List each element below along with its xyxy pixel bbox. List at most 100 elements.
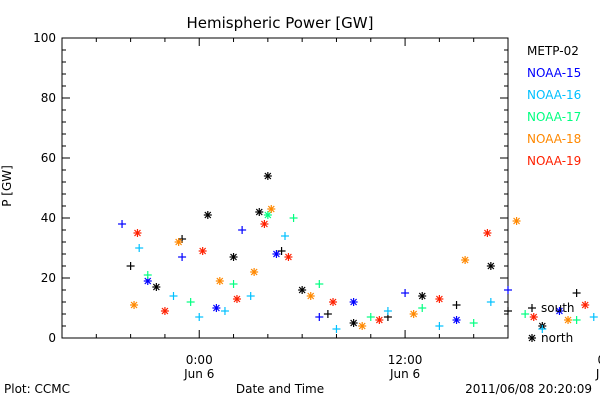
y-tick-label: 20	[41, 271, 56, 285]
data-point-north	[284, 253, 293, 261]
data-point-south	[486, 298, 495, 306]
data-point-south	[281, 232, 289, 240]
data-point-north	[298, 286, 307, 294]
legend-entry: NOAA-19	[527, 154, 581, 168]
data-point-south	[504, 286, 512, 294]
marker-legend-plus	[528, 304, 536, 312]
legend: METP-02 NOAA-15 NOAA-16 NOAA-17 NOAA-18 NOAA-…	[527, 44, 581, 168]
data-point-north	[263, 211, 272, 219]
data-point-south	[186, 298, 195, 306]
data-point-north	[232, 295, 241, 303]
data-point-north	[255, 208, 264, 216]
legend-entry: NOAA-16	[527, 88, 581, 102]
data-point-north	[306, 292, 315, 300]
data-point-south	[289, 214, 298, 222]
plot-axes	[61, 37, 509, 339]
data-point-south	[126, 262, 135, 270]
x-tick-date: Jun 6	[183, 367, 214, 381]
data-point-north	[409, 310, 418, 318]
data-point-north	[512, 217, 521, 225]
data-point-north	[272, 250, 281, 258]
marker-legend: south north	[528, 301, 575, 345]
data-point-south	[323, 310, 332, 318]
data-point-north	[418, 292, 427, 300]
data-point-north	[581, 301, 590, 309]
marker-legend-label: south	[541, 301, 575, 315]
data-point-north	[152, 283, 161, 291]
plot-frame	[61, 37, 509, 339]
data-point-north	[375, 316, 384, 324]
legend-entry: NOAA-17	[527, 110, 581, 124]
data-point-south	[452, 301, 461, 309]
data-point-north	[486, 262, 495, 270]
data-point-north	[133, 229, 142, 237]
data-point-south	[401, 289, 410, 297]
data-point-south	[383, 307, 392, 315]
x-tick-date: Jun 6	[389, 367, 420, 381]
x-tick-time: 0:00	[597, 353, 600, 367]
data-point-south	[118, 220, 127, 228]
plot-credit: Plot: CCMC	[4, 382, 70, 396]
data-point-south	[229, 280, 238, 288]
legend-entry: NOAA-18	[527, 132, 581, 146]
y-axis-ticks: 0 20 40 60 80 100	[33, 31, 508, 345]
data-point-south	[538, 325, 547, 333]
marker-legend-star	[528, 334, 536, 342]
y-tick-label: 100	[33, 31, 56, 45]
data-point-north	[250, 268, 259, 276]
plot-timestamp: 2011/06/08 20:20:09	[465, 382, 592, 396]
data-point-south	[469, 319, 478, 327]
y-tick-label: 40	[41, 211, 56, 225]
data-point-north	[215, 277, 224, 285]
y-tick-label: 60	[41, 151, 56, 165]
data-point-south	[238, 226, 247, 234]
data-point-north	[229, 253, 238, 261]
data-point-south	[246, 292, 255, 300]
data-point-north	[130, 301, 139, 309]
data-point-north	[435, 295, 444, 303]
data-point-south	[332, 325, 341, 333]
data-points	[118, 172, 598, 333]
y-axis-label: P [GW]	[0, 165, 14, 207]
legend-entry: METP-02	[527, 44, 579, 58]
data-point-north	[452, 316, 461, 324]
data-point-north	[212, 304, 221, 312]
data-point-south	[418, 304, 427, 312]
data-point-north	[203, 211, 212, 219]
x-tick-time: 12:00	[388, 353, 423, 367]
data-point-south	[589, 313, 598, 321]
data-point-south	[135, 244, 144, 252]
data-point-north	[160, 307, 169, 315]
data-point-north	[174, 238, 183, 246]
x-tick-time: 0:00	[186, 353, 213, 367]
data-point-south	[195, 313, 204, 321]
chart-title: Hemispheric Power [GW]	[187, 14, 374, 32]
data-point-south	[220, 307, 229, 315]
data-point-south	[178, 253, 187, 261]
data-point-north	[555, 307, 564, 315]
data-point-north	[198, 247, 207, 255]
data-point-north	[461, 256, 470, 264]
data-point-north	[358, 322, 367, 330]
data-point-south	[521, 310, 530, 318]
data-point-south	[315, 313, 324, 321]
data-point-north	[329, 298, 338, 306]
y-tick-label: 0	[48, 331, 56, 345]
legend-entry: NOAA-15	[527, 66, 581, 80]
data-point-north	[349, 319, 358, 327]
data-point-south	[366, 313, 375, 321]
x-tick-date: Jun 7	[595, 367, 600, 381]
data-point-south	[572, 316, 581, 324]
data-point-south	[572, 289, 581, 297]
data-point-south	[435, 322, 444, 330]
marker-legend-label: north	[541, 331, 573, 345]
y-tick-label: 80	[41, 91, 56, 105]
data-point-north	[267, 205, 276, 213]
data-point-north	[564, 316, 573, 324]
data-point-south	[143, 271, 152, 279]
data-point-south	[504, 307, 512, 315]
data-point-north	[529, 313, 538, 321]
data-point-north	[263, 172, 272, 180]
data-point-south	[315, 280, 324, 288]
